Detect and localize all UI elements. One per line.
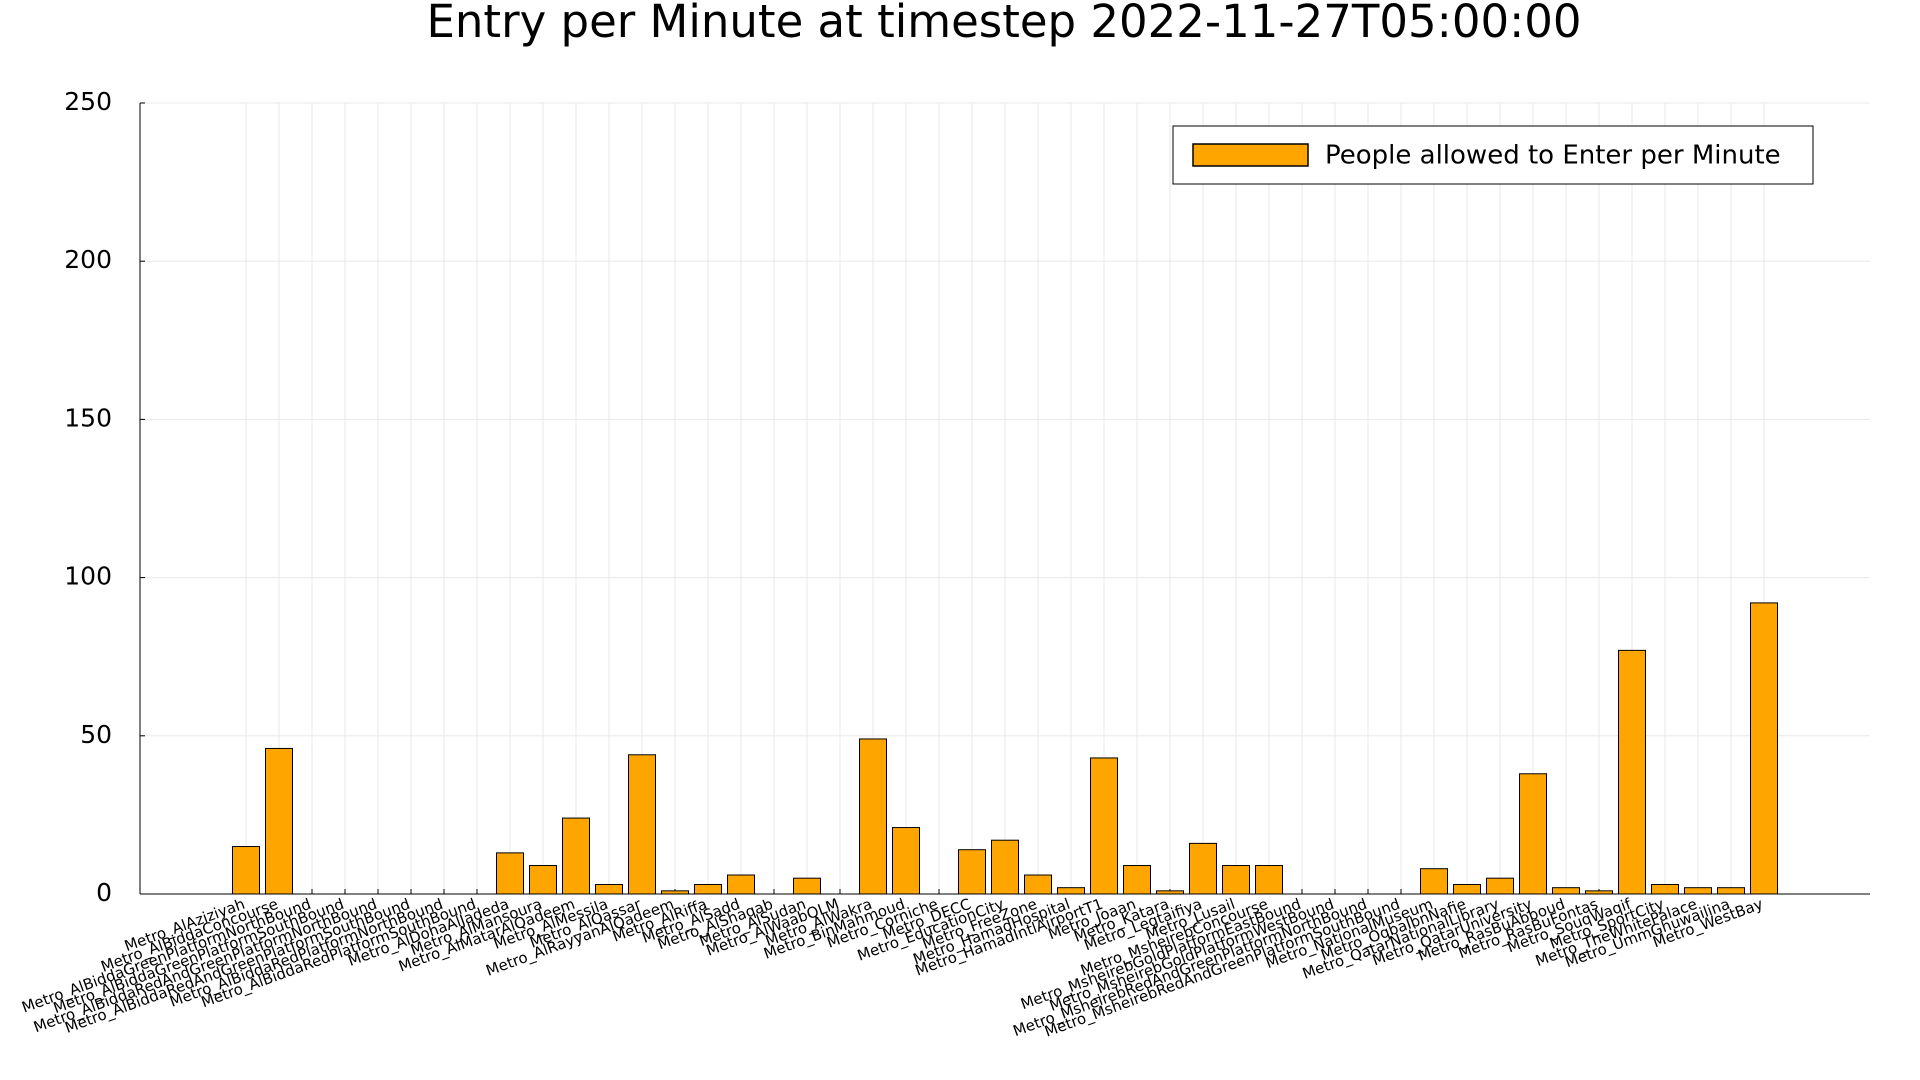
bar xyxy=(991,839,1019,895)
bar xyxy=(892,827,920,895)
bar xyxy=(1684,887,1712,895)
bar xyxy=(1519,773,1547,895)
legend-label: People allowed to Enter per Minute xyxy=(1325,141,1781,171)
y-tick-label: 200 xyxy=(64,245,112,274)
bar xyxy=(265,747,293,895)
y-tick-label: 250 xyxy=(64,87,112,116)
bar xyxy=(628,754,656,895)
bar xyxy=(232,846,260,895)
bar xyxy=(1552,887,1580,895)
bar xyxy=(1750,602,1778,895)
bar xyxy=(694,884,722,895)
bar xyxy=(1651,884,1679,895)
bar xyxy=(1420,868,1448,895)
bar xyxy=(529,865,557,895)
bar xyxy=(1024,874,1052,895)
bar xyxy=(793,877,821,895)
bar xyxy=(859,738,887,895)
y-tick-label: 100 xyxy=(64,562,112,591)
bar xyxy=(1453,884,1481,895)
bar xyxy=(958,849,986,895)
y-tick-label: 50 xyxy=(80,720,112,749)
bar xyxy=(562,817,590,895)
bar xyxy=(1222,865,1250,895)
chart-title: Entry per Minute at timestep 2022-11-27T… xyxy=(426,0,1581,48)
bar xyxy=(1618,649,1646,895)
bar xyxy=(1090,757,1118,895)
bar xyxy=(661,890,689,895)
y-tick-label: 0 xyxy=(96,878,112,907)
bar xyxy=(1486,877,1514,895)
bar xyxy=(1123,865,1151,895)
bar xyxy=(1585,890,1613,895)
bar xyxy=(727,874,755,895)
bar xyxy=(496,852,524,895)
bar xyxy=(1156,890,1184,895)
bar xyxy=(595,884,623,895)
legend-swatch xyxy=(1192,143,1309,167)
bar xyxy=(1717,887,1745,895)
legend-box xyxy=(1172,125,1814,185)
bar xyxy=(1255,865,1283,895)
bar xyxy=(1189,842,1217,895)
bar xyxy=(1057,887,1085,895)
y-tick-label: 150 xyxy=(64,403,112,432)
